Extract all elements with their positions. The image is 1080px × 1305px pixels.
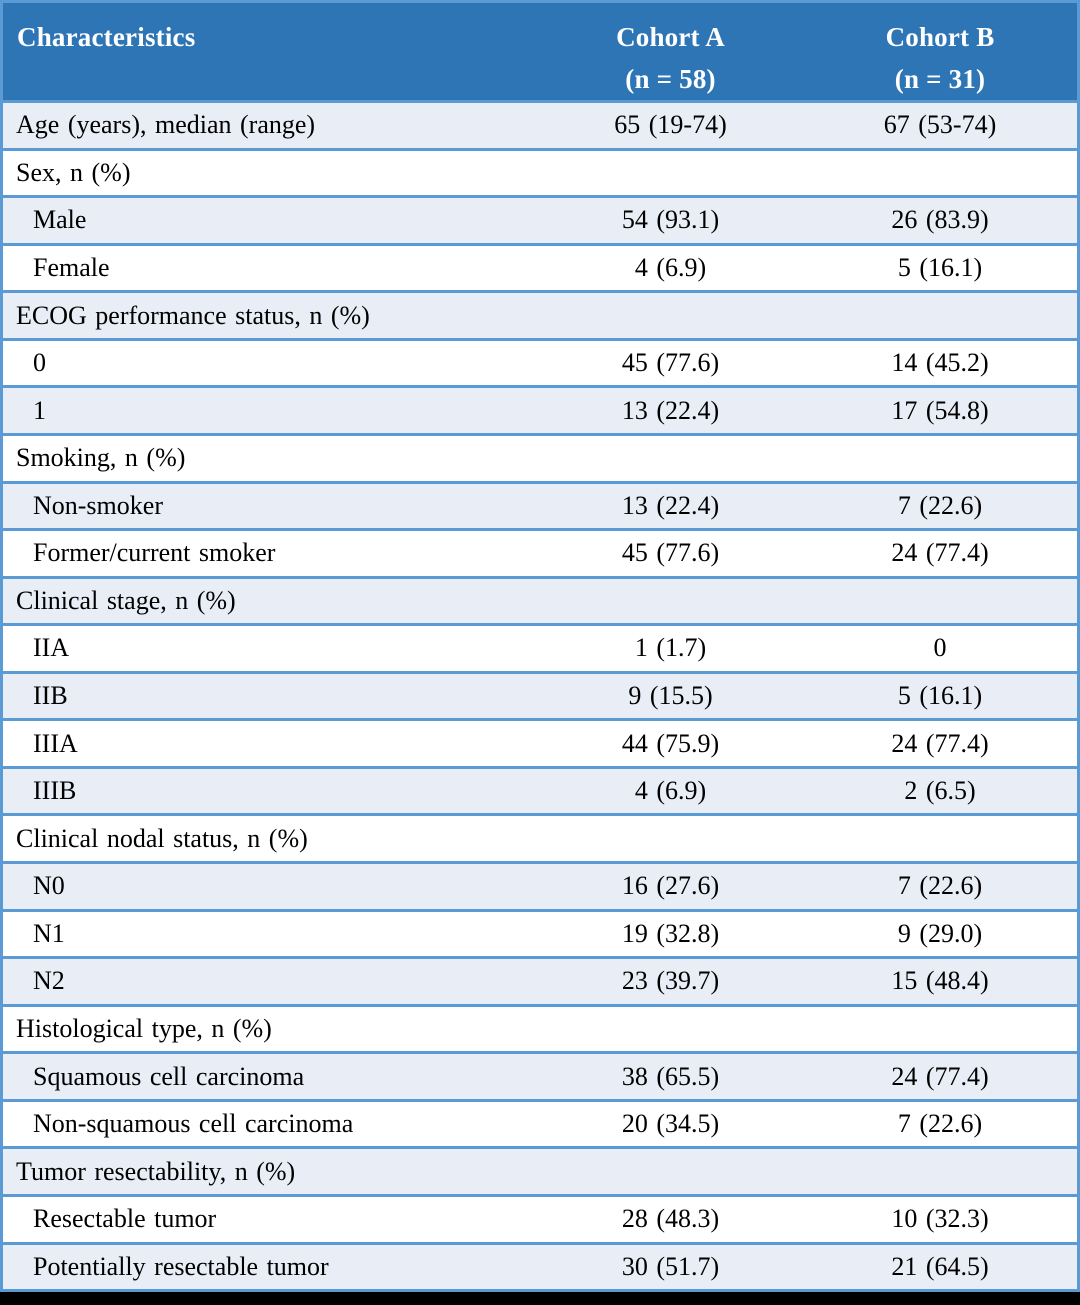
row-label-cell: N0 bbox=[33, 871, 65, 901]
row-label-cell: Male bbox=[33, 205, 87, 235]
cohort-b-value-cell: 5 (16.1) bbox=[897, 252, 983, 282]
header-cell-cohort-b: Cohort B (n = 31) bbox=[803, 3, 1077, 100]
row-label-cell: Histological type, n (%) bbox=[16, 1013, 272, 1043]
cohort-a-value-cell: 45 (77.6) bbox=[621, 538, 720, 568]
table-row: IIIA 44 (75.9) 24 (77.4) bbox=[3, 718, 1077, 766]
row-label-cell: IIIA bbox=[33, 728, 78, 758]
cohort-b-value-cell: 5 (16.1) bbox=[897, 681, 983, 711]
cohort-b-value-cell: 7 (22.6) bbox=[897, 490, 983, 520]
cohort-a-value-cell: 13 (22.4) bbox=[621, 395, 720, 425]
table-row: Male 54 (93.1) 26 (83.9) bbox=[3, 195, 1077, 243]
row-label-cell: Clinical nodal status, n (%) bbox=[16, 823, 308, 853]
cohort-a-value-cell: 9 (15.5) bbox=[628, 681, 713, 711]
table-row: 0 45 (77.6) 14 (45.2) bbox=[3, 337, 1077, 386]
row-label-cell: Squamous cell carcinoma bbox=[33, 1061, 305, 1091]
row-label-cell: N1 bbox=[33, 918, 65, 948]
table-row: IIB 9 (15.5) 5 (16.1) bbox=[3, 670, 1077, 719]
header-cell-cohort-a: Cohort A (n = 58) bbox=[538, 3, 803, 100]
cohort-b-header-n: (n = 31) bbox=[894, 64, 986, 94]
table-row: Resectable tumor 28 (48.3) 10 (32.3) bbox=[3, 1193, 1077, 1242]
bottom-black-bar bbox=[0, 1292, 1080, 1305]
cohort-b-value-cell: 17 (54.8) bbox=[891, 395, 989, 425]
table-row: Squamous cell carcinoma 38 (65.5) 24 (77.4… bbox=[3, 1051, 1077, 1099]
cohort-b-value-cell: 7 (22.6) bbox=[897, 871, 983, 901]
cohort-b-header-label: Cohort B bbox=[885, 22, 995, 52]
row-label-cell: IIB bbox=[33, 681, 68, 711]
cohort-b-value-cell: 15 (48.4) bbox=[891, 966, 989, 996]
row-label-cell: Sex, n (%) bbox=[16, 157, 131, 187]
table-row: Clinical nodal status, n (%) bbox=[3, 813, 1077, 861]
cohort-a-value-cell: 54 (93.1) bbox=[621, 205, 720, 235]
cohort-b-value-cell: 21 (64.5) bbox=[891, 1251, 989, 1281]
table-row: 1 13 (22.4) 17 (54.8) bbox=[3, 385, 1077, 433]
row-label-cell: Age (years), median (range) bbox=[16, 110, 316, 140]
cohort-b-value-cell: 10 (32.3) bbox=[891, 1204, 989, 1234]
cohort-a-value-cell: 44 (75.9) bbox=[621, 728, 720, 758]
cohort-b-value-cell: 2 (6.5) bbox=[904, 776, 976, 806]
row-label-cell: Clinical stage, n (%) bbox=[16, 585, 236, 615]
table-row: ECOG performance status, n (%) bbox=[3, 290, 1077, 338]
table-row: N1 19 (32.8) 9 (29.0) bbox=[3, 908, 1077, 957]
table-row: N2 23 (39.7) 15 (48.4) bbox=[3, 956, 1077, 1004]
table-row: N0 16 (27.6) 7 (22.6) bbox=[3, 861, 1077, 909]
characteristics-header-label: Characteristics bbox=[17, 22, 196, 52]
cohort-a-value-cell: 65 (19-74) bbox=[614, 110, 727, 140]
row-label-cell: Female bbox=[33, 252, 110, 282]
table-row: IIA 1 (1.7) 0 bbox=[3, 623, 1077, 671]
cohort-b-value-cell: 7 (22.6) bbox=[897, 1109, 983, 1139]
cohort-a-value-cell: 19 (32.8) bbox=[621, 918, 720, 948]
row-label-cell: Non-squamous cell carcinoma bbox=[33, 1109, 354, 1139]
table-row: Female 4 (6.9) 5 (16.1) bbox=[3, 242, 1077, 291]
cohort-b-value-cell: 26 (83.9) bbox=[891, 205, 989, 235]
cohort-a-value-cell: 20 (34.5) bbox=[621, 1109, 720, 1139]
cohort-b-value-cell: 24 (77.4) bbox=[891, 538, 989, 568]
cohort-a-value-cell: 30 (51.7) bbox=[621, 1251, 720, 1281]
row-label-cell: Non-smoker bbox=[33, 490, 163, 520]
table-row: Tumor resectability, n (%) bbox=[3, 1146, 1077, 1194]
row-label-cell: 1 bbox=[33, 395, 46, 425]
cohort-a-value-cell: 16 (27.6) bbox=[621, 871, 720, 901]
cohort-a-header-label: Cohort A bbox=[616, 22, 725, 52]
row-label-cell: IIIB bbox=[33, 776, 77, 806]
row-label-cell: 0 bbox=[33, 348, 46, 378]
row-label-cell: N2 bbox=[33, 966, 65, 996]
cohort-a-value-cell: 38 (65.5) bbox=[621, 1061, 720, 1091]
cohort-b-value-cell: 0 bbox=[933, 633, 947, 663]
cohort-b-value-cell: 24 (77.4) bbox=[891, 1061, 989, 1091]
cohort-a-value-cell: 45 (77.6) bbox=[621, 348, 720, 378]
cohort-a-value-cell: 1 (1.7) bbox=[634, 633, 707, 663]
cohort-a-value-cell: 28 (48.3) bbox=[621, 1204, 720, 1234]
cohort-b-value-cell: 9 (29.0) bbox=[897, 918, 983, 948]
cohort-a-value-cell: 23 (39.7) bbox=[621, 966, 720, 996]
row-label-cell: Smoking, n (%) bbox=[16, 443, 186, 473]
row-label-cell: Potentially resectable tumor bbox=[33, 1251, 329, 1281]
table-row: Former/current smoker 45 (77.6) 24 (77.4) bbox=[3, 528, 1077, 576]
row-label-cell: ECOG performance status, n (%) bbox=[16, 300, 370, 330]
row-label-cell: Resectable tumor bbox=[33, 1204, 217, 1234]
table-row: Non-squamous cell carcinoma 20 (34.5) 7 (2… bbox=[3, 1098, 1077, 1147]
cohort-b-value-cell: 14 (45.2) bbox=[891, 348, 989, 378]
row-label-cell: Tumor resectability, n (%) bbox=[16, 1156, 296, 1186]
table-row: Clinical stage, n (%) bbox=[3, 575, 1077, 624]
cohort-b-value-cell: 24 (77.4) bbox=[891, 728, 989, 758]
table-body: Age (years), median (range) 65 (19-74) 67 … bbox=[3, 100, 1077, 1290]
table-header-row: Characteristics Cohort A (n = 58) Cohort… bbox=[3, 3, 1077, 100]
row-label-cell: IIA bbox=[33, 633, 70, 663]
table-row: Smoking, n (%) bbox=[3, 432, 1077, 481]
row-label-cell: Former/current smoker bbox=[33, 538, 276, 568]
cohort-b-value-cell: 67 (53-74) bbox=[883, 110, 997, 140]
cohort-a-value-cell: 4 (6.9) bbox=[634, 776, 707, 806]
header-cell-characteristics: Characteristics bbox=[3, 3, 538, 100]
cohort-a-value-cell: 4 (6.9) bbox=[634, 252, 707, 282]
table-row: Non-smoker 13 (22.4) 7 (22.6) bbox=[3, 480, 1077, 529]
table-row: Age (years), median (range) 65 (19-74) 67 … bbox=[3, 100, 1077, 148]
table-row: IIIB 4 (6.9) 2 (6.5) bbox=[3, 765, 1077, 814]
cohort-a-header-n: (n = 58) bbox=[625, 64, 716, 94]
table-row: Sex, n (%) bbox=[3, 147, 1077, 196]
table-row: Potentially resectable tumor 30 (51.7) 21 … bbox=[3, 1241, 1077, 1290]
cohort-a-value-cell: 13 (22.4) bbox=[621, 490, 720, 520]
table-row: Histological type, n (%) bbox=[3, 1003, 1077, 1052]
